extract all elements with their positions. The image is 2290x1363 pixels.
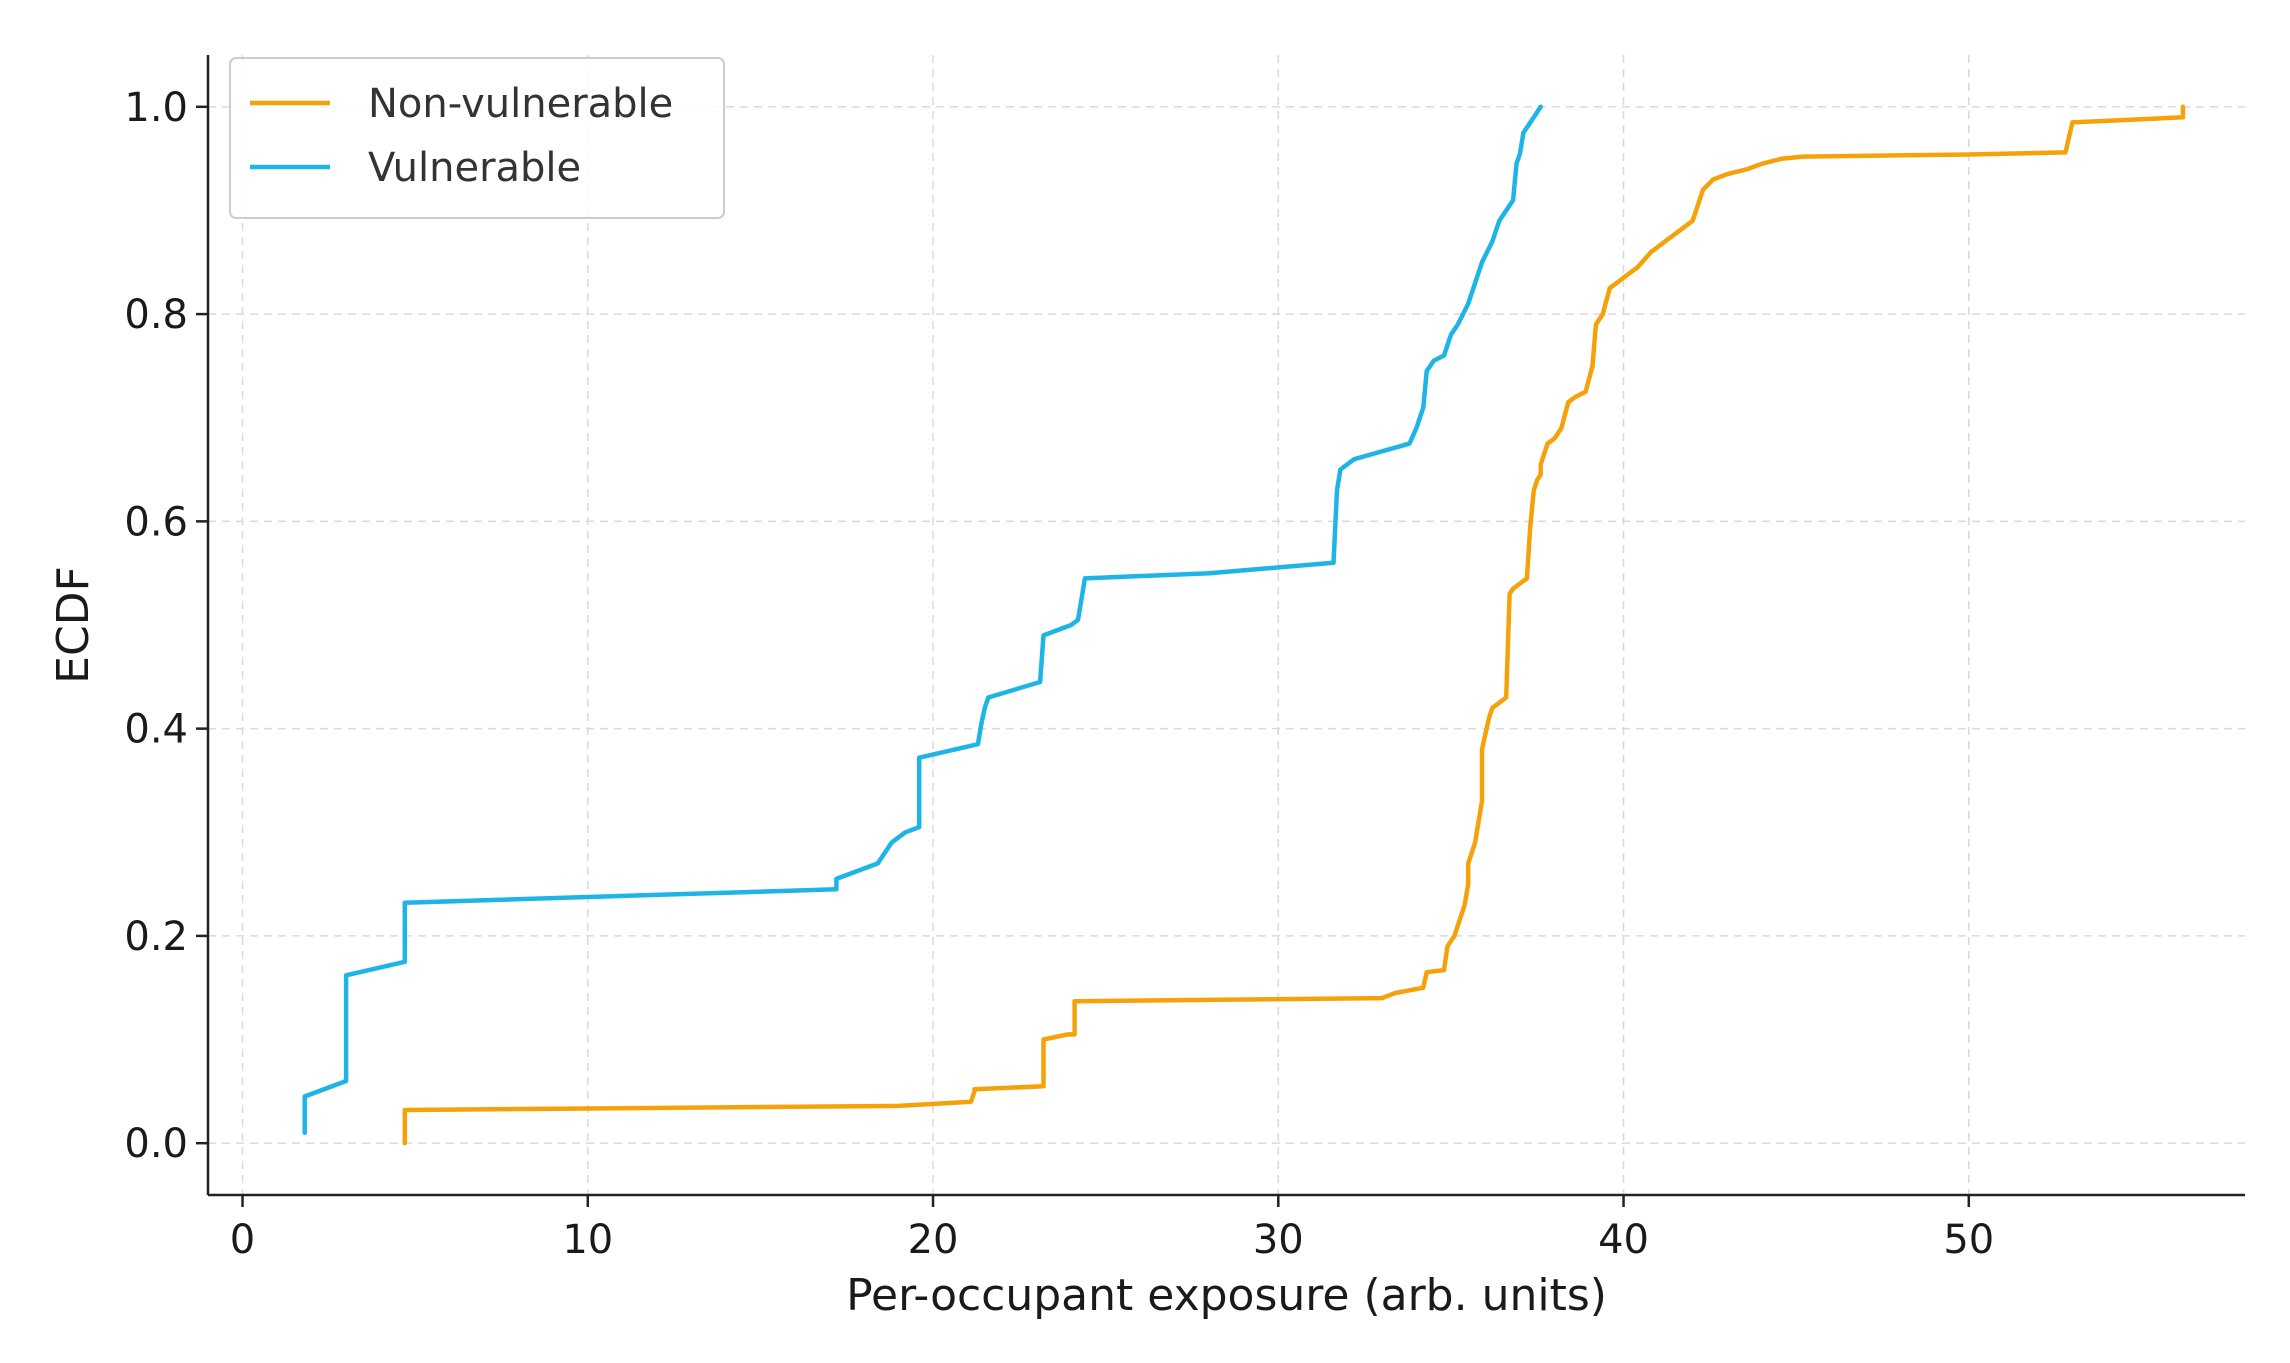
x-tick-label-1: 10 [562,1217,613,1263]
series-lines [302,104,2186,1146]
x-tick-label-0: 0 [230,1217,255,1263]
x-tick-label-4: 40 [1598,1217,1649,1263]
series-line-vulnerable [302,104,1543,1136]
y-tick-label-1: 0.2 [124,914,188,960]
axes [206,55,2245,1197]
x-tick-label-3: 30 [1253,1217,1304,1263]
legend-label-vulnerable: Vulnerable [368,145,581,191]
x-tick-label-5: 50 [1943,1217,1994,1263]
x-tick-label-2: 20 [908,1217,959,1263]
x-axis-label: Per-occupant exposure (arb. units) [846,1270,1607,1321]
y-tick-label-3: 0.6 [124,499,188,545]
legend-box [229,57,725,219]
legend: Non-vulnerable Vulnerable [229,57,725,219]
y-tick-label-0: 0.0 [124,1121,188,1167]
y-axis-label: ECDF [48,566,99,684]
ticks: 0 10 20 30 40 50 0.0 0.2 0.4 0.6 0.8 1.0 [124,85,1994,1263]
series-line-non-vulnerable [402,104,2186,1146]
y-tick-label-4: 0.8 [124,292,188,338]
grid [208,55,2245,1195]
legend-label-non-vulnerable: Non-vulnerable [368,81,673,127]
y-tick-label-2: 0.4 [124,707,188,753]
y-tick-label-5: 1.0 [124,85,188,131]
